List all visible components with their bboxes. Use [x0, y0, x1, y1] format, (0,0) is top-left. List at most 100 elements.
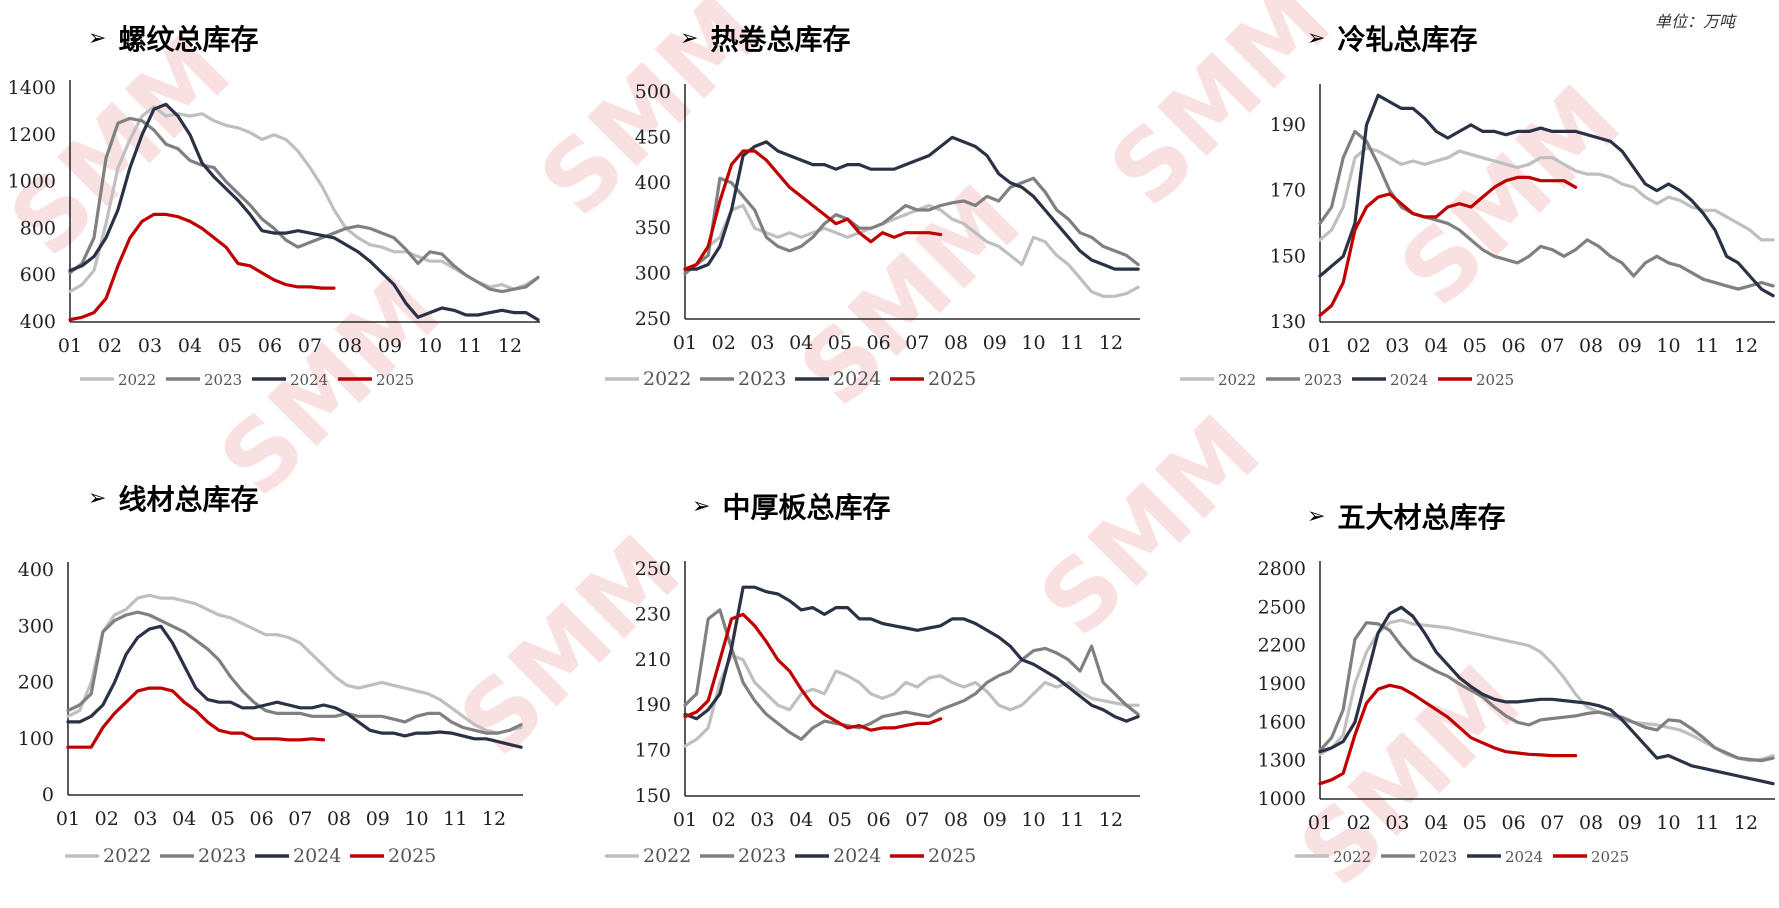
y-tick-label: 300 [18, 615, 54, 637]
legend: 2022 2023 2024 2025 [65, 845, 436, 867]
x-tick-label: 02 [95, 808, 119, 830]
x-tick-label: 08 [944, 332, 968, 354]
x-tick-label: 12 [1099, 332, 1123, 354]
legend-label: 2022 [643, 368, 691, 390]
legend-label: 2024 [293, 845, 341, 867]
arrow-bullet-icon: ➢ [1307, 503, 1326, 529]
series-line-2023 [683, 176, 1140, 276]
legend-label: 2022 [643, 845, 691, 867]
series-line-2023 [68, 116, 540, 294]
x-tick-label: 01 [56, 808, 80, 830]
legend: 2022 2023 2024 2025 [605, 368, 976, 390]
y-tick-label: 150 [635, 785, 671, 807]
legend: 2022 2023 2024 2025 [605, 845, 976, 867]
x-tick-label: 03 [750, 809, 774, 831]
y-tick-label: 210 [635, 649, 671, 671]
series-line-2024 [66, 624, 523, 749]
x-tick-label: 06 [867, 332, 891, 354]
x-tick-label: 04 [178, 335, 202, 357]
series-line-2024 [683, 135, 1140, 271]
x-tick-label: 12 [482, 808, 506, 830]
chart-title-text: 热卷总库存 [710, 23, 851, 56]
x-tick-label: 01 [673, 332, 697, 354]
x-tick-label: 01 [1308, 335, 1332, 357]
legend-label: 2022 [103, 845, 151, 867]
legend-label: 2022 [1333, 848, 1371, 866]
arrow-bullet-icon: ➢ [692, 493, 711, 519]
y-tick-label: 1200 [8, 124, 56, 146]
legend-label: 2023 [1304, 371, 1342, 389]
x-tick-label: 12 [498, 335, 522, 357]
x-tick-label: 03 [1385, 812, 1409, 834]
x-tick-label: 10 [404, 808, 428, 830]
y-tick-label: 2500 [1258, 596, 1306, 618]
x-tick-label: 10 [1656, 335, 1680, 357]
x-tick-label: 10 [1021, 332, 1045, 354]
x-tick-label: 04 [789, 332, 813, 354]
legend-label: 2023 [198, 845, 246, 867]
x-tick-label: 07 [1540, 335, 1564, 357]
x-tick-label: 04 [789, 809, 813, 831]
x-tick-label: 10 [418, 335, 442, 357]
series-line-2022 [683, 653, 1140, 748]
x-tick-label: 07 [905, 332, 929, 354]
legend: 2022 2023 2024 2025 [80, 371, 414, 389]
y-tick-label: 170 [1270, 180, 1306, 202]
y-tick-label: 190 [1270, 114, 1306, 136]
legend-label: 2024 [1390, 371, 1428, 389]
y-tick-label: 1300 [1258, 750, 1306, 772]
x-tick-label: 01 [58, 335, 82, 357]
chart-panel: ➢ 冷轧总库存 130 150 170 190 01 02 03 04 05 06 07 08 09 10 11… [1180, 0, 1775, 389]
y-tick-label: 300 [635, 263, 671, 285]
series-line-2024 [1318, 605, 1775, 786]
y-tick-label: 800 [20, 217, 56, 239]
line-chart: 150 170 190 210 230 250 01 02 03 04 05 06 07 08 09 10 11… [605, 558, 1140, 867]
series-line-2025 [683, 612, 943, 732]
x-tick-label: 03 [1385, 335, 1409, 357]
legend-label: 2025 [928, 368, 976, 390]
series-line-2024 [68, 102, 540, 322]
x-tick-label: 06 [1502, 812, 1526, 834]
x-tick-label: 11 [1060, 809, 1084, 831]
legend-label: 2025 [928, 845, 976, 867]
x-tick-label: 05 [211, 808, 235, 830]
x-tick-label: 06 [258, 335, 282, 357]
x-tick-label: 11 [1695, 812, 1719, 834]
x-tick-label: 05 [1463, 335, 1487, 357]
x-tick-label: 06 [1502, 335, 1526, 357]
x-tick-label: 05 [218, 335, 242, 357]
legend: 2022 2023 2024 2025 [1295, 848, 1629, 866]
series-line-2025 [1318, 683, 1578, 786]
series-line-2022 [683, 203, 1140, 298]
legend-label: 2023 [738, 368, 786, 390]
x-tick-label: 02 [712, 809, 736, 831]
line-chart: 0 100 200 300 400 01 02 03 04 05 06 07 08 09 10 11 12 202… [18, 559, 523, 867]
arrow-bullet-icon: ➢ [680, 25, 699, 51]
chart-title-text: 中厚板总库存 [722, 491, 891, 524]
chart-title: ➢ 线材总库存 [88, 478, 258, 518]
x-tick-label: 01 [673, 809, 697, 831]
chart-title-text: 线材总库存 [118, 483, 259, 516]
series-line-2023 [1318, 621, 1775, 763]
legend-label: 2024 [833, 845, 881, 867]
series-line-2023 [683, 608, 1140, 741]
arrow-bullet-icon: ➢ [88, 25, 107, 51]
legend-label: 2024 [290, 371, 328, 389]
y-tick-label: 230 [635, 603, 671, 625]
x-tick-label: 09 [1618, 812, 1642, 834]
y-tick-label: 1000 [1258, 788, 1306, 810]
y-tick-label: 2800 [1258, 558, 1306, 580]
y-tick-label: 130 [1270, 311, 1306, 333]
x-tick-label: 05 [1463, 812, 1487, 834]
chart-title: ➢ 热卷总库存 [680, 18, 850, 58]
x-tick-label: 11 [1060, 332, 1084, 354]
x-tick-label: 04 [172, 808, 196, 830]
x-tick-label: 01 [1308, 812, 1332, 834]
y-tick-label: 1000 [8, 171, 56, 193]
arrow-bullet-icon: ➢ [1307, 25, 1326, 51]
y-tick-label: 170 [635, 740, 671, 762]
x-tick-label: 09 [983, 809, 1007, 831]
x-tick-label: 10 [1656, 812, 1680, 834]
x-tick-label: 09 [983, 332, 1007, 354]
legend-label: 2022 [1218, 371, 1256, 389]
